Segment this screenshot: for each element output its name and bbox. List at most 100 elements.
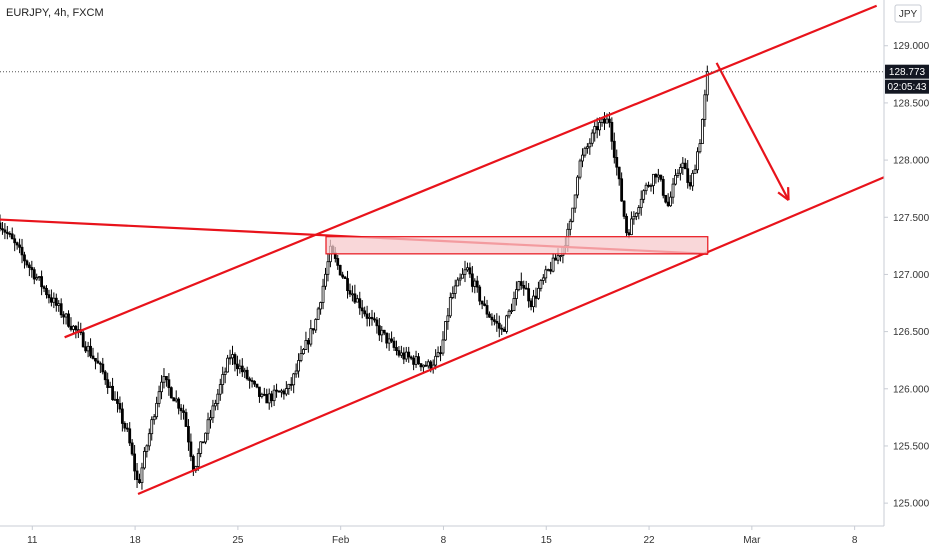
candle-body <box>659 174 663 180</box>
candle <box>123 421 127 432</box>
candle <box>500 324 504 336</box>
candle-body <box>612 140 616 158</box>
candle-body <box>155 402 159 418</box>
candle <box>644 182 648 195</box>
candle <box>116 391 119 413</box>
candle-body <box>262 393 266 396</box>
candle-body <box>338 264 342 276</box>
supply-zone-rectangle[interactable] <box>325 236 709 255</box>
candle-body <box>348 290 352 295</box>
candle-body <box>647 184 650 187</box>
candle <box>59 298 63 318</box>
trendline[interactable] <box>64 4 878 339</box>
candle-body <box>245 369 249 380</box>
candle-body <box>98 362 102 365</box>
candle-body <box>228 357 232 360</box>
candle <box>360 300 364 319</box>
time-tick-label: 15 <box>541 535 553 546</box>
trendline[interactable] <box>137 176 885 495</box>
candle <box>343 275 347 280</box>
candle-body <box>524 287 528 290</box>
candle <box>588 138 592 155</box>
candle-body <box>593 126 597 134</box>
candle <box>45 285 48 299</box>
candle <box>478 284 482 306</box>
candle <box>311 328 315 335</box>
candle-body <box>346 278 349 292</box>
candle-body <box>125 427 129 430</box>
candle <box>196 448 200 471</box>
candle-body <box>84 346 88 352</box>
candle <box>402 347 406 365</box>
candle-body <box>277 390 281 393</box>
candle-body <box>0 222 2 230</box>
candle <box>358 291 362 315</box>
candle-body <box>495 320 499 324</box>
candle-body <box>160 381 163 393</box>
candle <box>245 366 249 381</box>
candle-body <box>162 376 166 383</box>
candle <box>632 211 636 225</box>
candle <box>299 345 303 363</box>
candle <box>483 296 486 307</box>
candle-body <box>319 302 323 310</box>
candle <box>693 164 697 174</box>
candle <box>441 331 445 356</box>
candle-body <box>243 369 247 373</box>
candle <box>128 422 132 446</box>
candle-body <box>625 215 628 234</box>
candle <box>610 117 614 150</box>
candle <box>32 267 36 285</box>
candle-body <box>537 287 540 299</box>
candle <box>145 444 149 458</box>
candle-body <box>147 433 151 447</box>
candle-body <box>343 276 347 279</box>
candle <box>204 432 207 445</box>
candle <box>412 355 416 371</box>
projection-arrow[interactable] <box>715 62 790 201</box>
candle-body <box>507 310 511 317</box>
candle <box>42 285 46 293</box>
candle-body <box>37 276 41 278</box>
candle-body <box>267 393 271 404</box>
candle <box>387 333 391 351</box>
currency-badge[interactable]: JPY <box>894 4 922 23</box>
candle <box>98 361 102 374</box>
candle-body <box>64 313 68 318</box>
candle <box>306 338 310 353</box>
candle <box>57 300 61 312</box>
candle <box>260 392 264 399</box>
candle-body <box>316 308 320 320</box>
candle-body <box>603 118 606 124</box>
candle-body <box>32 269 36 280</box>
candle <box>546 268 550 272</box>
candle <box>473 278 477 294</box>
candle <box>30 260 34 278</box>
candle <box>309 319 313 347</box>
candle <box>666 193 670 208</box>
last-price-value: 128.773 <box>889 67 926 78</box>
candle <box>444 321 447 341</box>
candle <box>380 326 384 343</box>
candle <box>96 352 100 364</box>
candle <box>147 428 151 451</box>
candle <box>595 117 599 139</box>
candle-body <box>123 423 127 429</box>
candle-body <box>133 453 137 472</box>
candle <box>671 177 675 204</box>
candle-body <box>218 384 222 395</box>
candle-body <box>639 198 643 209</box>
candle-body <box>546 269 550 271</box>
candle-body <box>412 357 416 365</box>
candle <box>250 377 254 388</box>
candle-body <box>282 390 286 395</box>
candle-body <box>674 175 677 185</box>
candle <box>404 346 408 362</box>
candle <box>150 416 154 441</box>
candle-body <box>539 280 543 289</box>
candle-body <box>478 286 482 302</box>
candle <box>353 284 357 305</box>
candle-body <box>581 154 584 162</box>
